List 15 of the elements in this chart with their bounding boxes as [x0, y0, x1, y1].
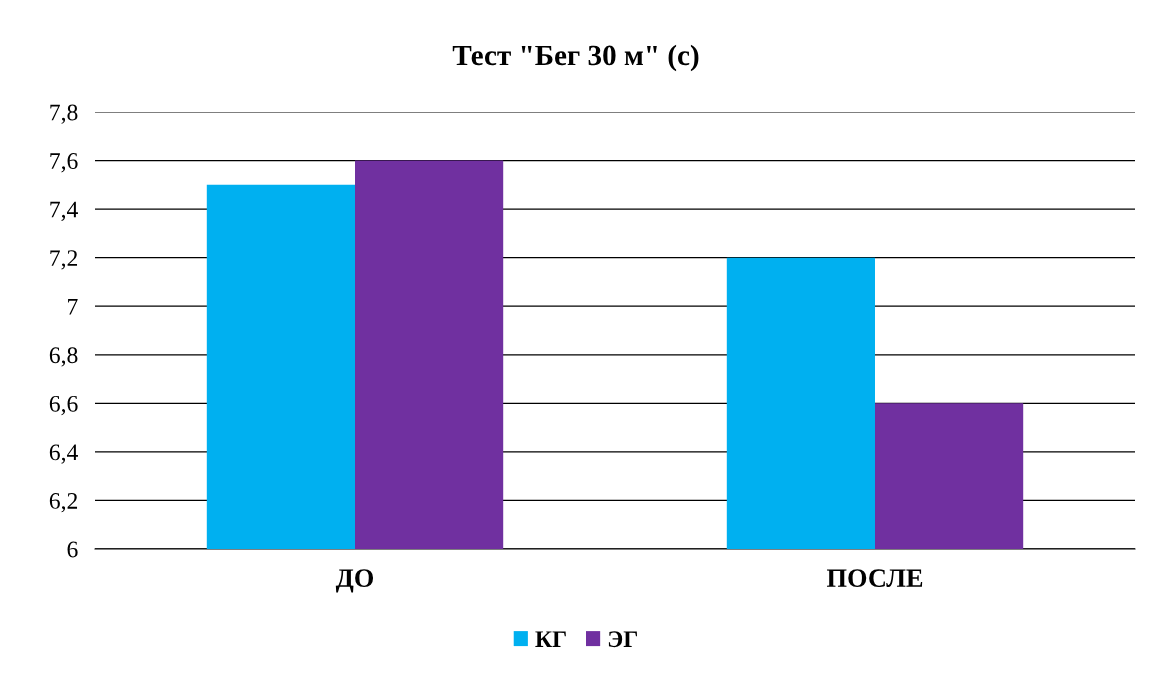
legend-label: ЭГ	[608, 631, 637, 648]
y-tick-label: 7,2	[50, 250, 78, 270]
chart-title: Тест "Бег 30 м" (с)	[452, 44, 699, 72]
y-tick-label: 7,4	[50, 201, 78, 221]
y-tick-label: 7,6	[50, 153, 78, 173]
y-tick-label: 6,4	[49, 444, 78, 464]
y-tick-label: 6,8	[49, 347, 78, 367]
y-tick-label: 6,6	[49, 395, 78, 416]
x-tick-label: ДО	[335, 569, 374, 593]
y-tick-label: 6,2	[49, 493, 78, 513]
legend-label: КГ	[535, 631, 566, 647]
y-tick-label: 7,8	[50, 104, 78, 124]
x-tick-label: ПОСЛЕ	[826, 569, 923, 588]
y-tick-label: 6	[67, 541, 78, 558]
y-tick-label: 7	[68, 298, 78, 315]
